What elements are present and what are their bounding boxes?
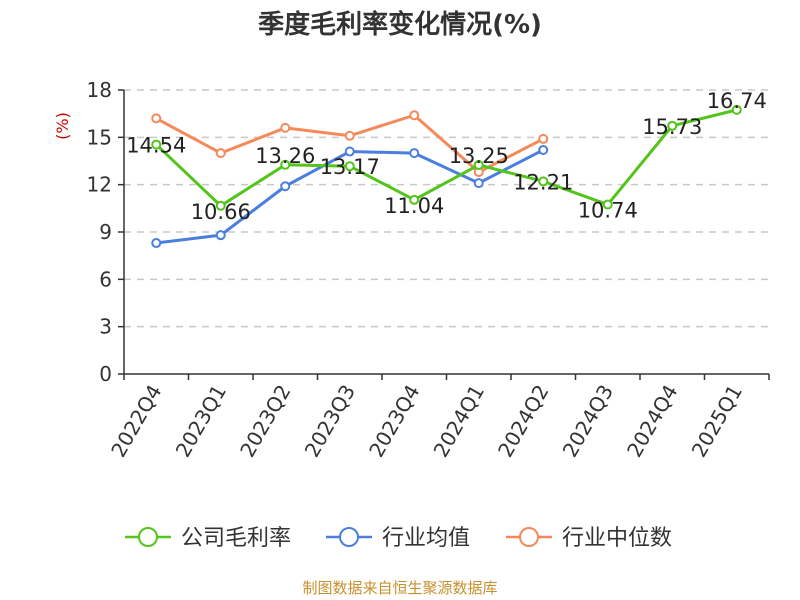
legend: 公司毛利率 行业均值 行业中位数 xyxy=(125,526,672,551)
data-point xyxy=(667,120,678,131)
legend-marker xyxy=(339,527,359,547)
data-point xyxy=(151,139,162,150)
x-tick-label: 2024Q4 xyxy=(622,381,682,462)
x-tick-label: 2022Q4 xyxy=(106,381,166,462)
data-label: 10.74 xyxy=(578,199,638,223)
data-point xyxy=(409,194,420,205)
data-label: 15.73 xyxy=(642,115,702,139)
y-ticks: 0 3 6 9 12 15 18 xyxy=(87,78,124,386)
x-tick-label: 2023Q2 xyxy=(235,381,295,462)
data-point xyxy=(280,159,291,170)
x-tick-label: 2024Q3 xyxy=(558,381,618,462)
x-tick-label: 2025Q1 xyxy=(687,381,747,462)
y-tick-label: 12 xyxy=(87,173,112,197)
y-tick-label: 3 xyxy=(99,315,112,339)
data-point xyxy=(731,104,742,115)
data-point xyxy=(409,110,420,121)
series-points xyxy=(151,104,742,249)
legend-item: 行业均值 xyxy=(326,526,470,551)
data-point xyxy=(602,199,613,210)
chart-title: 季度毛利率变化情况(%) xyxy=(258,9,542,40)
data-label: 13.25 xyxy=(449,144,509,168)
data-point xyxy=(473,178,484,189)
data-label: 13.26 xyxy=(255,144,315,168)
data-point xyxy=(151,238,162,249)
data-point xyxy=(215,230,226,241)
data-label: 10.66 xyxy=(191,200,251,224)
data-point xyxy=(215,200,226,211)
y-tick-label: 9 xyxy=(99,220,112,244)
data-point xyxy=(151,113,162,124)
data-label: 11.04 xyxy=(384,194,444,218)
data-point xyxy=(409,148,420,159)
x-tick-label: 2023Q4 xyxy=(364,381,424,462)
x-ticks: 2022Q4 2023Q1 2023Q2 2023Q3 2023Q4 2024Q1 2024… xyxy=(106,374,770,462)
legend-label: 行业中位数 xyxy=(562,526,672,551)
data-point xyxy=(538,133,549,144)
data-point xyxy=(280,181,291,192)
data-label: 13.17 xyxy=(320,155,380,179)
data-label: 16.74 xyxy=(707,89,767,113)
data-label: 12.21 xyxy=(513,170,573,194)
data-point xyxy=(344,161,355,172)
legend-marker xyxy=(519,527,539,547)
y-tick-label: 0 xyxy=(99,362,112,386)
series-line-0 xyxy=(155,108,738,208)
data-label: 14.54 xyxy=(126,134,186,158)
legend-marker xyxy=(138,527,158,547)
legend-label: 公司毛利率 xyxy=(181,526,291,551)
data-point xyxy=(344,146,355,157)
y-tick-label: 18 xyxy=(87,78,112,102)
data-point xyxy=(538,144,549,155)
legend-item: 行业中位数 xyxy=(506,526,672,551)
data-point xyxy=(280,122,291,133)
y-axis-label: (%) xyxy=(53,112,72,140)
legend-label: 行业均值 xyxy=(382,526,470,551)
y-tick-label: 6 xyxy=(99,267,112,291)
legend-item: 公司毛利率 xyxy=(125,526,291,551)
x-tick-label: 2024Q1 xyxy=(429,381,489,462)
x-tick-label: 2023Q3 xyxy=(300,381,360,462)
x-tick-label: 2024Q2 xyxy=(493,381,553,462)
data-point xyxy=(215,148,226,159)
data-point xyxy=(538,176,549,187)
data-point xyxy=(473,159,484,170)
y-tick-label: 15 xyxy=(87,125,112,149)
source-note: 制图数据来自恒生聚源数据库 xyxy=(302,579,497,597)
x-tick-label: 2023Q1 xyxy=(171,381,231,462)
data-point xyxy=(344,130,355,141)
